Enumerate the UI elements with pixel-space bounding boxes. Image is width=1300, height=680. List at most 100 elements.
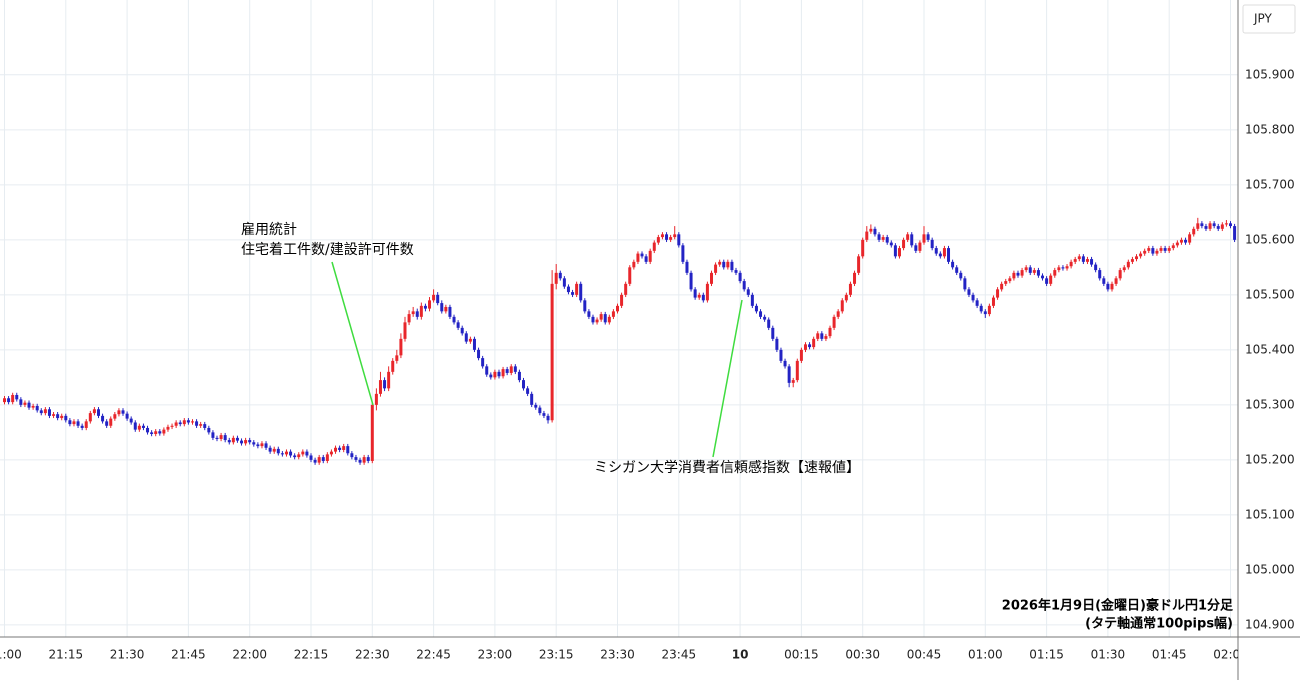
candle-body [738,272,742,282]
candle-body [256,444,260,447]
candle-body [403,322,407,339]
candle-body [910,234,914,246]
x-tick-label: 00:45 [907,648,942,662]
candle-body [746,289,750,295]
candle-body [47,409,51,416]
candle-body [497,371,501,377]
candle-body [1233,226,1237,240]
candle-body [779,349,783,361]
candle-body [885,237,889,243]
candle-body [1155,250,1159,254]
candle-body [1036,270,1040,276]
candle-body [1032,270,1036,273]
candle-body [1204,226,1208,229]
candle-body [914,245,918,251]
candle-body [1151,248,1155,254]
candle-body [951,261,955,268]
candle-body [1229,223,1232,227]
candle-body [182,420,186,425]
candle-body [305,451,309,456]
x-tick-label: 21:30 [110,648,145,662]
candle-body [464,333,468,342]
candle-body [832,316,836,328]
candle-body [979,305,983,312]
candle-body [934,248,938,254]
candle-body [603,314,607,323]
candle-body [125,413,129,419]
y-tick-label: 105.800 [1245,122,1295,136]
candle-body [803,344,807,350]
candle-body [1016,272,1020,276]
candle-body [501,369,505,377]
candle-body [260,443,264,447]
candle-body [983,311,987,315]
candle-body [599,314,603,320]
candle-body [620,294,624,306]
grid [0,0,1238,637]
candle-body [730,261,734,271]
candle-body [15,394,19,400]
candle-body [43,409,47,414]
currency-box [1242,4,1296,34]
candle-body [334,447,338,452]
candle-body [513,366,517,372]
y-tick-label: 105.400 [1245,342,1295,356]
candle-body [844,294,848,301]
candle-body [3,398,6,403]
candle-body [472,338,476,350]
x-tick-label: 01:45 [1152,648,1187,662]
candle-body [816,333,820,339]
candle-body [129,418,133,423]
candle-body [309,455,313,460]
candle-body [824,336,828,339]
candle-body [489,374,493,378]
candle-body [252,442,256,445]
candle-body [971,294,975,301]
candle-body [1057,267,1061,271]
candle-body [378,380,382,394]
candle-body [342,446,346,450]
candle-body [509,366,513,373]
y-tick-label: 104.900 [1245,617,1295,631]
candle-body [938,253,942,257]
candle-body [1212,223,1216,227]
candle-body [35,405,39,411]
candle-body [967,289,971,295]
candle-body [1143,250,1147,254]
candle-body [415,311,419,317]
candle-body [485,366,489,375]
candle-body [88,413,92,422]
candle-body [109,418,113,426]
candle-body [448,306,452,317]
x-tick-label: 23:45 [662,648,697,662]
candle-body [693,289,697,298]
y-tick-label: 105.300 [1245,397,1295,411]
candle-body [1130,259,1134,262]
candle-body [374,393,378,405]
candle-body [526,388,530,394]
candle-body [922,234,926,243]
y-tick-label: 105.000 [1245,562,1295,576]
candle-body [289,451,293,456]
candle-body [481,358,485,367]
candle-body [714,264,718,273]
candle-body [444,306,448,312]
candle-body [203,424,207,428]
candle-body [554,272,558,284]
candle-body [869,228,873,232]
x-tick-label: 23:15 [539,648,574,662]
candle-body [346,446,350,454]
candle-body [763,316,767,320]
candle-body [1073,259,1077,262]
candle-body [338,447,342,450]
candle-body [195,421,199,426]
candle-body [1188,234,1192,243]
candle-body [325,454,329,461]
candle-body [542,413,546,416]
candle-body [146,427,150,433]
x-tick-label: 01:15 [1029,648,1064,662]
candle-body [68,420,72,425]
candle-body [726,261,730,268]
candle-body [1171,245,1175,249]
